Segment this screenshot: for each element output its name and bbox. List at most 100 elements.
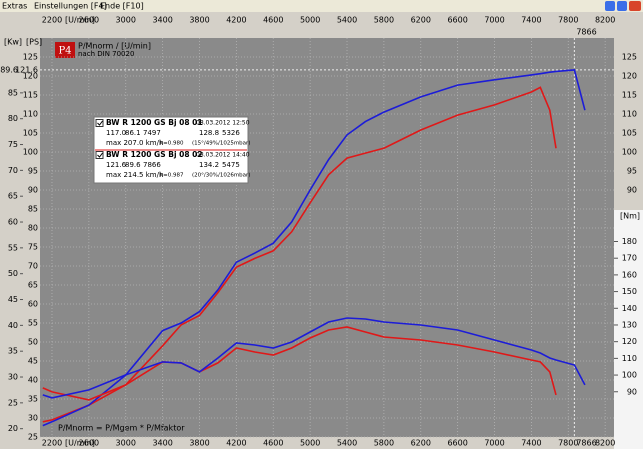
legend-date: 08.03.2012 12:50 [196,120,250,127]
x-tick-label: 5800 [374,16,394,25]
y-tick-label: 45 [28,357,38,366]
x-axis-label: [U/min] [65,439,95,448]
legend-max: max 214.5 km/h [106,171,163,179]
ps-axis-label: [PS] [26,38,42,47]
menu-item[interactable]: Extras [2,2,27,11]
series-line [42,86,557,423]
y-tick-label: 50 [28,338,38,347]
y-tick-label: 30 [28,414,38,423]
logo: P4 [58,46,71,57]
max-rpm-label: 7866 [576,439,596,448]
series-line [42,326,557,401]
y-tick-label: 70 [28,262,38,271]
kw-tick-label: 65 [8,192,18,201]
legend-k: k=0.987 [160,173,184,179]
x-tick-label: 7400 [521,439,541,448]
y-tick-label: 110 [622,110,637,119]
legend-checkbox [95,151,104,159]
y-tick-label: 55 [28,319,38,328]
legend-stat: 89.6 [125,161,141,169]
x-tick-label: 2200 [42,16,62,25]
series-line [42,317,586,399]
x-tick-label: 6600 [447,439,467,448]
legend-stat: 5475 [222,161,240,169]
nm-axis-label: [Nm] [620,212,640,221]
x-tick-label: 2600 [79,439,99,448]
y-tick-label: 75 [28,243,38,252]
legend-checkbox [95,119,104,127]
x-tick-label: 4200 [226,16,246,25]
menu-item[interactable]: Ende [F10] [100,2,144,11]
nm-tick-label: 110 [622,354,637,363]
x-tick-label: 6600 [447,16,467,25]
legend-stat: 128.8 [199,129,219,137]
x-tick-label: 4600 [263,16,283,25]
y-tick-label: 100 [23,148,38,157]
y-tick-label: 110 [23,110,38,119]
max-kw-label: 89.6 [0,65,18,74]
legend-stat: 121.6 [106,161,127,169]
nm-tick-label: 170 [622,254,637,263]
y-tick-label: 25 [28,433,38,442]
x-axis-label: [U/min] [65,16,95,25]
minimize-button[interactable] [605,1,615,11]
chart-subtitle: nach DIN 70020 [78,50,134,58]
series-line [42,69,586,427]
legend-stat: 117.0 [106,129,126,137]
x-tick-label: 3400 [152,16,172,25]
nm-tick-label: 100 [622,371,637,380]
kw-tick-label: 50 [8,269,18,278]
legend-stat: 7866 [143,161,161,169]
y-tick-label: 40 [28,376,38,385]
x-tick-label: 6200 [411,439,431,448]
y-tick-label: 125 [622,53,637,62]
legend-stat: 86.1 [125,129,141,137]
y-tick-label: 125 [23,53,38,62]
kw-axis-label: [Kw] [4,38,22,47]
legend-conditions: (15°/49%/1025mbar) [192,141,250,147]
menu-bar [0,0,643,12]
legend-max: max 207.0 km/h [106,139,163,147]
maximize-button[interactable] [617,1,627,11]
x-tick-label: 7400 [521,16,541,25]
x-tick-label: 3800 [189,439,209,448]
nm-tick-label: 90 [627,387,637,396]
y-tick-label: 80 [28,224,38,233]
nm-tick-label: 130 [622,320,637,329]
kw-tick-label: 20 [8,424,18,433]
legend-date: 08.03.2012 14:40 [196,152,250,159]
logo-box [55,42,75,58]
y-tick-label: 90 [627,186,637,195]
nm-tick-label: 180 [622,237,637,246]
legend-name: BW R 1200 GS Bj 08 02 [106,150,203,159]
y-tick-label: 105 [23,129,38,138]
max-rpm-label: 7866 [576,28,596,37]
legend-conditions: (20°/30%/1026mbar) [192,173,250,179]
kw-tick-label: 40 [8,321,18,330]
max-ps-label: 121.6 [15,65,38,74]
plot-area [40,38,614,437]
formula: P/Mnorm = P/Mgem * P/Mfaktor [58,424,185,433]
y-tick-label: 65 [28,281,38,290]
kw-tick-label: 70 [8,166,18,175]
plot [40,38,614,438]
close-button[interactable] [629,1,641,11]
legend-check [97,152,103,158]
nm-tick-label: 160 [622,270,637,279]
x-tick-label: 3400 [152,439,172,448]
x-tick-label: 7000 [484,16,504,25]
legend-check [97,120,103,126]
menu-item[interactable]: Einstellungen [F4] [34,2,107,11]
y-tick-label: 60 [28,300,38,309]
x-tick-label: 5000 [300,439,320,448]
y-tick-label: 100 [622,148,637,157]
legend-name: BW R 1200 GS Bj 08 01 [106,118,203,127]
legend-stat: 5326 [222,129,240,137]
kw-tick-label: 25 [8,398,18,407]
y-tick-label: 90 [28,186,38,195]
y-tick-label: 85 [28,205,38,214]
x-tick-label: 4200 [226,439,246,448]
y-tick-label: 95 [28,167,38,176]
